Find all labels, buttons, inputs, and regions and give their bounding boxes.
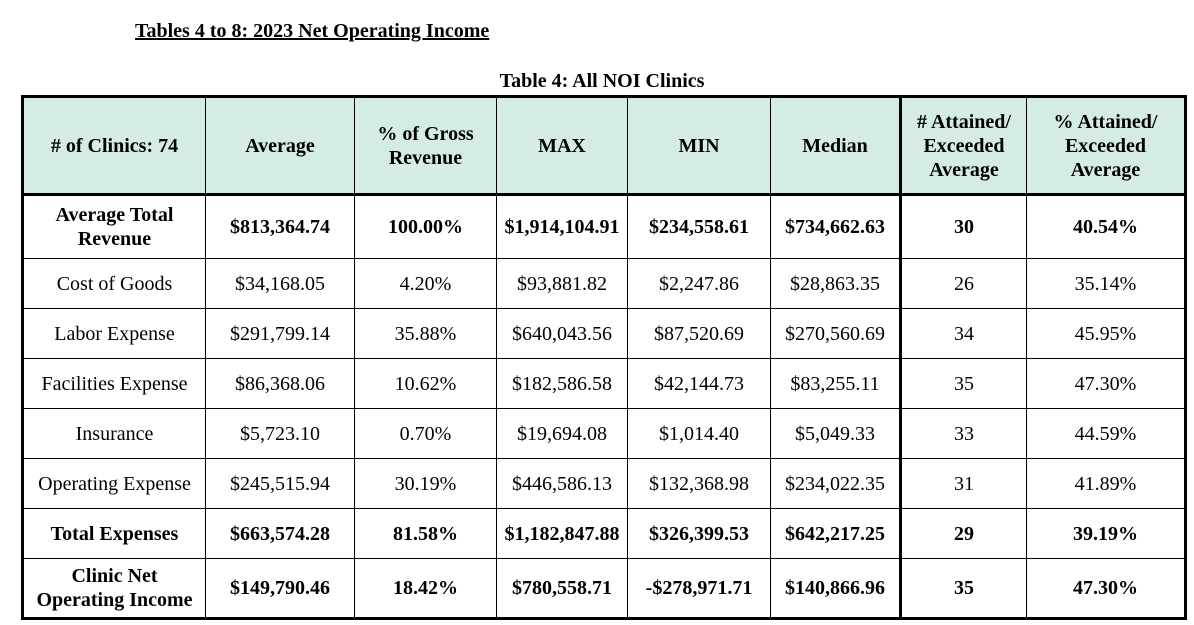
table-row: Cost of Goods $34,168.05 4.20% $93,881.8…	[22, 258, 1186, 309]
table-cell: $640,043.56	[496, 308, 628, 359]
table-cell: $234,558.61	[627, 194, 771, 259]
table-cell: $663,574.28	[205, 508, 355, 559]
table-row: Insurance $5,723.10 0.70% $19,694.08 $1,…	[22, 408, 1186, 459]
table-cell: $83,255.11	[770, 358, 902, 409]
table-cell: 47.30%	[1026, 358, 1186, 409]
row-label: Operating Expense	[22, 458, 206, 509]
table-row: Average Total Revenue $813,364.74 100.00…	[22, 194, 1186, 259]
row-label: Labor Expense	[22, 308, 206, 359]
table-header-row: # of Clinics: 74 Average % of Gross Reve…	[22, 96, 1186, 196]
column-header: % of Gross Revenue	[354, 96, 497, 196]
row-label: Facilities Expense	[22, 358, 206, 409]
row-label: Clinic Net Operating Income	[22, 558, 206, 619]
table-cell: 81.58%	[354, 508, 497, 559]
table-row: Operating Expense $245,515.94 30.19% $44…	[22, 458, 1186, 509]
table-cell: $1,014.40	[627, 408, 771, 459]
table-cell: -$278,971.71	[627, 558, 771, 619]
table-cell: $87,520.69	[627, 308, 771, 359]
table-cell: 39.19%	[1026, 508, 1186, 559]
table-row: Total Expenses $663,574.28 81.58% $1,182…	[22, 508, 1186, 559]
table-row: Labor Expense $291,799.14 35.88% $640,04…	[22, 308, 1186, 359]
table-cell: $291,799.14	[205, 308, 355, 359]
table-cell: $182,586.58	[496, 358, 628, 409]
table-cell: $140,866.96	[770, 558, 902, 619]
row-label: Insurance	[22, 408, 206, 459]
table-cell: $780,558.71	[496, 558, 628, 619]
table-cell: $1,182,847.88	[496, 508, 628, 559]
table-cell: 35	[900, 358, 1027, 409]
table-cell: $326,399.53	[627, 508, 771, 559]
table-cell: 35	[900, 558, 1027, 619]
column-header: Average	[205, 96, 355, 196]
table-cell: $270,560.69	[770, 308, 902, 359]
table-cell: 0.70%	[354, 408, 497, 459]
table-cell: $2,247.86	[627, 258, 771, 309]
table-row: Clinic Net Operating Income $149,790.46 …	[22, 558, 1186, 619]
table-cell: 4.20%	[354, 258, 497, 309]
table-cell: $5,723.10	[205, 408, 355, 459]
table-cell: 44.59%	[1026, 408, 1186, 459]
table-cell: $132,368.98	[627, 458, 771, 509]
table-cell: $28,863.35	[770, 258, 902, 309]
column-header: # Attained/ Exceeded Average	[900, 96, 1027, 196]
document-heading: Tables 4 to 8: 2023 Net Operating Income	[135, 20, 490, 42]
table-cell: 26	[900, 258, 1027, 309]
column-header: Median	[770, 96, 902, 196]
noi-table: # of Clinics: 74 Average % of Gross Reve…	[21, 95, 1187, 620]
column-header: # of Clinics: 74	[22, 96, 206, 196]
table-row: Facilities Expense $86,368.06 10.62% $18…	[22, 358, 1186, 409]
table-caption: Table 4: All NOI Clinics	[499, 70, 705, 92]
table-cell: $734,662.63	[770, 194, 902, 259]
table-cell: $19,694.08	[496, 408, 628, 459]
table-cell: 31	[900, 458, 1027, 509]
table-cell: $245,515.94	[205, 458, 355, 509]
table-cell: $42,144.73	[627, 358, 771, 409]
table-cell: 40.54%	[1026, 194, 1186, 259]
table-cell: 18.42%	[354, 558, 497, 619]
row-label: Total Expenses	[22, 508, 206, 559]
table-cell: 35.14%	[1026, 258, 1186, 309]
table-cell: $813,364.74	[205, 194, 355, 259]
table-cell: $446,586.13	[496, 458, 628, 509]
table-cell: 47.30%	[1026, 558, 1186, 619]
table-cell: $642,217.25	[770, 508, 902, 559]
table-cell: 30.19%	[354, 458, 497, 509]
table-cell: $93,881.82	[496, 258, 628, 309]
column-header: MIN	[627, 96, 771, 196]
column-header: MAX	[496, 96, 628, 196]
table-cell: 35.88%	[354, 308, 497, 359]
table-cell: $149,790.46	[205, 558, 355, 619]
table-cell: 34	[900, 308, 1027, 359]
table-cell: 29	[900, 508, 1027, 559]
table-cell: $234,022.35	[770, 458, 902, 509]
table-cell: 10.62%	[354, 358, 497, 409]
table-cell: $1,914,104.91	[496, 194, 628, 259]
table-cell: 45.95%	[1026, 308, 1186, 359]
table-cell: $5,049.33	[770, 408, 902, 459]
row-label: Cost of Goods	[22, 258, 206, 309]
table-cell: 100.00%	[354, 194, 497, 259]
table-cell: 33	[900, 408, 1027, 459]
row-label: Average Total Revenue	[22, 194, 206, 259]
table-cell: 30	[900, 194, 1027, 259]
column-header: % Attained/ Exceeded Average	[1026, 96, 1186, 196]
table-cell: $34,168.05	[205, 258, 355, 309]
table-cell: 41.89%	[1026, 458, 1186, 509]
table-cell: $86,368.06	[205, 358, 355, 409]
